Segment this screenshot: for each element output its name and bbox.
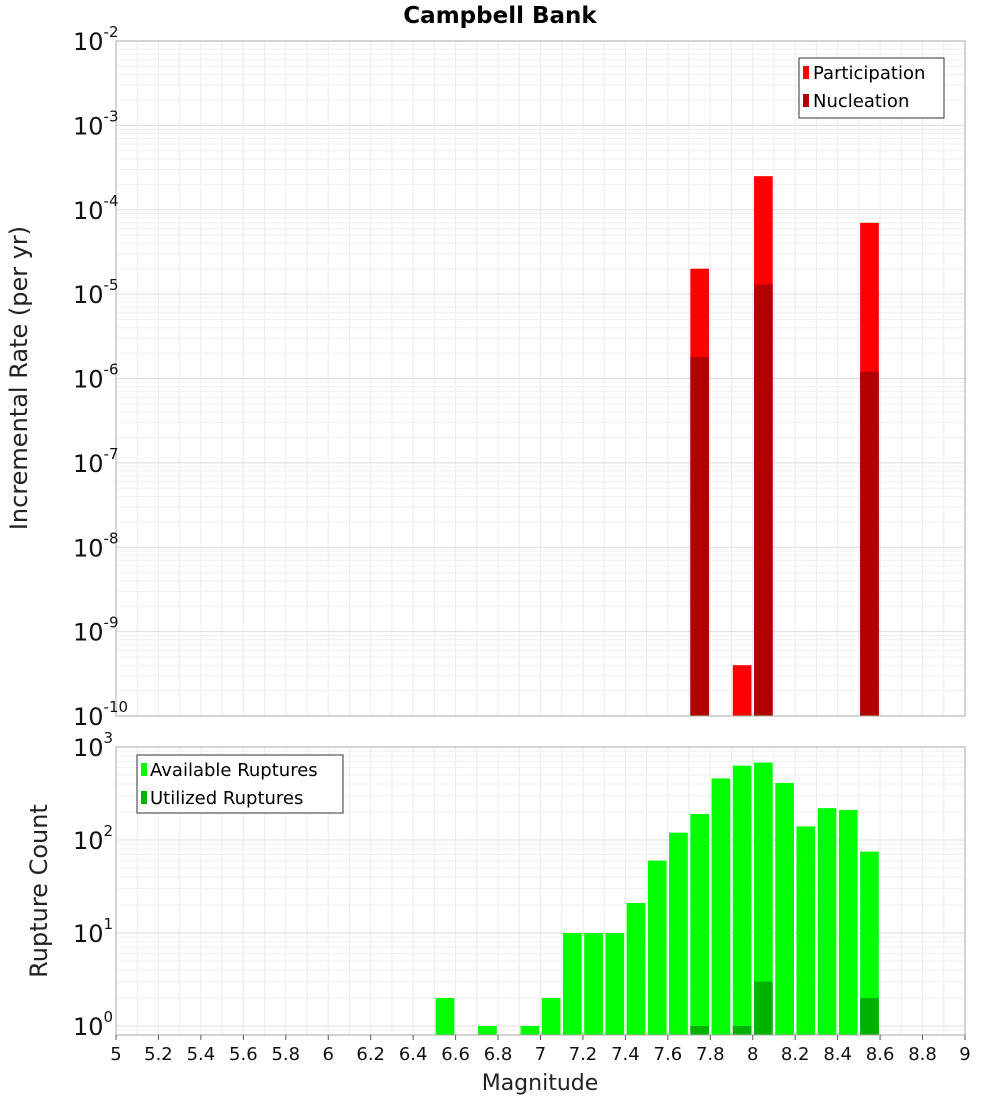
count-bar-available-ruptures bbox=[520, 1025, 540, 1035]
rate-y-tick-label: 10-3 bbox=[73, 107, 119, 140]
x-tick-label: 8.4 bbox=[823, 1044, 852, 1065]
count-bar-available-ruptures bbox=[478, 1025, 497, 1035]
rate-y-axis-label: Incremental Rate (per yr) bbox=[5, 226, 33, 530]
count-bars bbox=[435, 762, 879, 1035]
legend-swatch-participation bbox=[803, 66, 809, 79]
x-tick-label: 6.6 bbox=[441, 1044, 470, 1065]
legend-swatch-nucleation bbox=[803, 94, 809, 107]
rate-y-ticks: 10-10 10-9 10-8 10-7 10-6 10-5 10-4 10-3 10-2 bbox=[73, 23, 128, 731]
x-tick-label: 6.2 bbox=[356, 1044, 385, 1065]
x-tick-label: 8.6 bbox=[866, 1044, 895, 1065]
count-bar-available-ruptures bbox=[711, 778, 731, 1035]
legend-label-available: Available Ruptures bbox=[150, 760, 318, 781]
count-bar-available-ruptures bbox=[562, 932, 582, 1035]
rate-y-tick-label: 10-7 bbox=[73, 445, 119, 478]
count-panel: 100 101 102 103 5 5.2 5.4 5.6 5.8 6 6.2 6.4 6.6 6.8 7… bbox=[25, 729, 971, 1096]
count-legend: Available Ruptures Utilized Ruptures bbox=[136, 754, 344, 814]
rate-panel: 10-10 10-9 10-8 10-7 10-6 10-5 10-4 10-3 10-2 In… bbox=[5, 23, 966, 731]
count-bar-available-ruptures bbox=[838, 810, 858, 1035]
x-tick-label: 5.2 bbox=[144, 1044, 173, 1065]
x-tick-label: 7.8 bbox=[696, 1044, 725, 1065]
rate-plot-frame bbox=[115, 40, 966, 717]
count-bar-available-ruptures bbox=[435, 997, 455, 1035]
legend-label-utilized: Utilized Ruptures bbox=[150, 788, 303, 809]
x-tick-label: 6 bbox=[323, 1044, 334, 1065]
legend-label-nucleation: Nucleation bbox=[813, 91, 909, 112]
x-tick-label: 8 bbox=[747, 1044, 758, 1065]
count-bar-available-ruptures bbox=[732, 765, 752, 1035]
legend-swatch-available bbox=[141, 763, 147, 776]
rate-bar-nucleation bbox=[754, 284, 773, 716]
count-y-tick-label: 103 bbox=[73, 729, 113, 762]
count-bar-available-ruptures bbox=[860, 851, 879, 1035]
count-bar-available-ruptures bbox=[690, 814, 710, 1035]
legend-label-participation: Participation bbox=[813, 63, 925, 84]
x-tick-label: 7 bbox=[535, 1044, 546, 1065]
x-tick-label: 6.4 bbox=[399, 1044, 428, 1065]
rate-y-tick-label: 10-5 bbox=[73, 276, 119, 309]
rate-legend: Participation Nucleation bbox=[798, 57, 945, 119]
count-bar-available-ruptures bbox=[541, 997, 561, 1035]
count-bar-available-ruptures bbox=[669, 832, 688, 1035]
rate-legend-box bbox=[798, 57, 945, 119]
rate-bar-nucleation bbox=[860, 371, 879, 716]
x-tick-label: 9 bbox=[959, 1044, 970, 1065]
x-tick-label: 7.4 bbox=[611, 1044, 640, 1065]
count-bar-available-ruptures bbox=[775, 783, 794, 1035]
rate-y-tick-label: 10-2 bbox=[73, 23, 119, 56]
x-tick-label: 6.8 bbox=[484, 1044, 513, 1065]
rate-y-tick-label: 10-8 bbox=[73, 529, 119, 562]
count-bar-available-ruptures bbox=[647, 860, 667, 1035]
x-tick-label: 7.2 bbox=[569, 1044, 598, 1065]
count-bar-utilized-ruptures bbox=[732, 1025, 752, 1035]
x-tick-label: 5.8 bbox=[271, 1044, 300, 1065]
x-tick-label: 8.2 bbox=[781, 1044, 810, 1065]
count-y-tick-label: 101 bbox=[73, 915, 113, 948]
count-y-ticks: 100 101 102 103 bbox=[73, 729, 113, 1041]
rate-y-tick-label: 10-10 bbox=[73, 698, 128, 731]
count-y-axis-label: Rupture Count bbox=[25, 804, 53, 978]
rate-bar-nucleation bbox=[690, 356, 710, 716]
x-axis-label: Magnitude bbox=[482, 1071, 599, 1096]
rate-bar-participation bbox=[732, 665, 752, 716]
count-bar-available-ruptures bbox=[605, 932, 625, 1035]
x-tick-label: 5 bbox=[110, 1044, 121, 1065]
count-bar-utilized-ruptures bbox=[754, 981, 773, 1035]
x-ticks: 5 5.2 5.4 5.6 5.8 6 6.2 6.4 6.6 6.8 7 7.2 7.4 7.6 7.8 8… bbox=[110, 1035, 971, 1065]
rate-grid bbox=[115, 40, 966, 717]
legend-swatch-utilized bbox=[141, 791, 147, 804]
rate-y-tick-label: 10-9 bbox=[73, 614, 119, 647]
count-bar-utilized-ruptures bbox=[690, 1025, 710, 1035]
count-y-tick-label: 100 bbox=[73, 1008, 113, 1041]
count-bar-available-ruptures bbox=[817, 808, 837, 1035]
chart-title: Campbell Bank bbox=[403, 3, 597, 29]
count-bar-available-ruptures bbox=[626, 903, 646, 1035]
x-tick-label: 5.4 bbox=[187, 1044, 216, 1065]
count-bar-available-ruptures bbox=[796, 826, 816, 1035]
count-y-tick-label: 102 bbox=[73, 822, 113, 855]
count-bar-available-ruptures bbox=[754, 762, 773, 1035]
count-legend-box bbox=[136, 754, 344, 814]
x-tick-label: 5.6 bbox=[229, 1044, 258, 1065]
count-bar-available-ruptures bbox=[584, 932, 603, 1035]
count-bar-utilized-ruptures bbox=[860, 997, 879, 1035]
rate-y-tick-label: 10-4 bbox=[73, 192, 119, 225]
rate-bars bbox=[690, 176, 879, 716]
x-tick-label: 7.6 bbox=[654, 1044, 683, 1065]
x-tick-label: 8.8 bbox=[908, 1044, 937, 1065]
rate-y-tick-label: 10-6 bbox=[73, 361, 119, 394]
